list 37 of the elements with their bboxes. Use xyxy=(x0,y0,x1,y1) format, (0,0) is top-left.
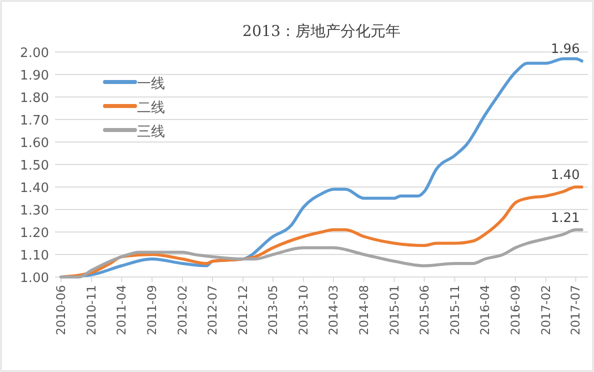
x-tick-label: 2013-05 xyxy=(266,285,280,336)
legend-label: 三线 xyxy=(137,124,165,140)
x-tick-label: 2011-09 xyxy=(145,285,160,336)
y-tick-label: 1.70 xyxy=(20,114,49,128)
x-tick-label: 2010-11 xyxy=(84,285,99,336)
annotation: 1.21 xyxy=(550,210,580,226)
annotation: 1.40 xyxy=(550,168,580,183)
y-tick-label: 1.40 xyxy=(20,181,49,196)
x-tick-label: 2010-06 xyxy=(54,285,68,336)
y-tick-label: 1.90 xyxy=(20,68,49,84)
y-tick-label: 1.80 xyxy=(20,91,49,106)
y-tick-label: 1.50 xyxy=(20,158,49,174)
legend-label: 一线 xyxy=(137,76,165,92)
x-tick-label: 2012-12 xyxy=(236,285,250,336)
x-tick-label: 2014-03 xyxy=(326,285,340,336)
x-tick-label: 2016-09 xyxy=(508,285,522,336)
x-tick-label: 2015-11 xyxy=(448,285,462,336)
x-tick-label: 2015-01 xyxy=(387,285,402,336)
x-tick-label: 2017-07 xyxy=(568,285,583,336)
x-tick-label: 2012-07 xyxy=(206,285,220,336)
x-tick-label: 2013-10 xyxy=(296,285,310,336)
chart-title: 2013：房地产分化元年 xyxy=(242,22,401,40)
legend-label: 二线 xyxy=(137,100,165,116)
y-tick-label: 1.60 xyxy=(20,136,49,151)
line-series xyxy=(60,228,584,278)
y-tick-label: 1.10 xyxy=(20,248,49,264)
x-tick-label: 2015-06 xyxy=(417,285,432,336)
x-tick-label: 2014-08 xyxy=(356,285,371,336)
x-tick-label: 2017-02 xyxy=(538,285,553,336)
y-tick-label: 1.00 xyxy=(20,271,49,286)
x-tick-label: 2012-02 xyxy=(175,285,190,336)
y-tick-label: 2.00 xyxy=(20,46,49,61)
annotation: 1.96 xyxy=(550,42,580,57)
y-tick-label: 1.30 xyxy=(20,204,49,218)
x-tick-label: 2016-04 xyxy=(478,285,492,336)
y-tick-label: 1.20 xyxy=(20,226,49,241)
x-tick-label: 2011-04 xyxy=(114,285,129,336)
